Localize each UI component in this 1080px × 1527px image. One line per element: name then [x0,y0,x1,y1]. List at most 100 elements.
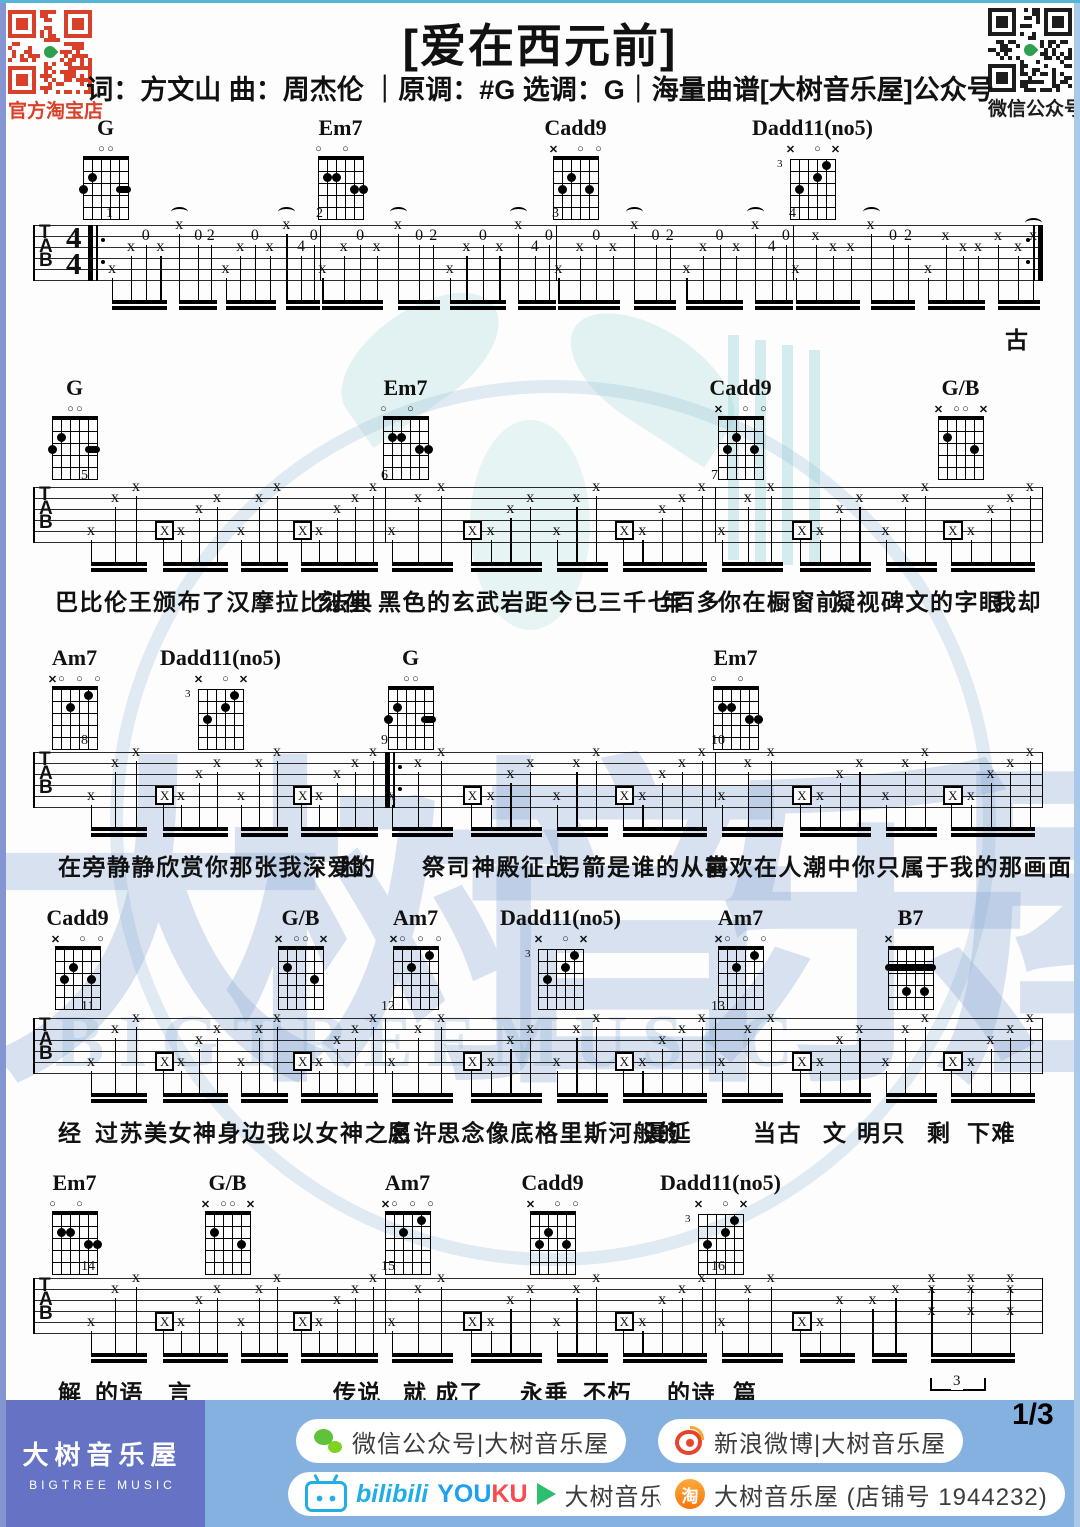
finger-dot [202,714,212,724]
chord-label: G/B [208,1170,247,1195]
measure-number: 5 [81,468,88,483]
tab-note: x [213,1280,221,1297]
chord-nut [552,155,599,160]
open-mute-marker: ○ [760,933,767,945]
fret-line [538,985,584,986]
note-stem [978,256,980,300]
tab-note: x [815,1053,824,1070]
note-stem [259,507,261,562]
percussive-hit: X [462,1312,483,1331]
note-stem [1010,1320,1012,1353]
note-stem [819,1331,822,1353]
lyric-segment: 明只 [857,1120,906,1146]
base-fret-label: 3 [185,688,191,700]
qr-finder [64,10,92,38]
open-mute-marker: ○ [315,143,322,155]
percussive-hit: X [293,786,313,805]
note-stem [951,805,953,827]
note-stem [622,1071,624,1093]
tab-clef-letter: B [39,777,53,798]
string-line [323,949,324,1009]
beam-bar [885,1093,937,1097]
note-stem [163,1331,165,1353]
string-line [232,1214,233,1274]
taobao-icon: 淘 [675,1479,705,1509]
tab-note: x [846,238,855,255]
fret-line [790,159,836,160]
repeat-start-thick [385,752,390,808]
string-line [421,1214,422,1274]
tab-note: x [678,489,686,506]
finger-dot [720,1227,730,1237]
note-stem [970,1320,973,1353]
note-stem [217,507,219,562]
staff-start-barline [33,752,35,808]
finger-dot [392,702,402,712]
note-stem [819,805,822,827]
string-line [406,689,407,749]
beam-bar [241,833,288,837]
tab-note: x [743,489,752,506]
chord-nut [712,685,759,690]
tab-note: x [1006,754,1015,771]
finger-dot [542,974,552,984]
fret-line [938,443,984,444]
fret-line [938,431,984,432]
fret-line [52,455,98,456]
string-line [736,419,737,479]
note-stem [355,1038,357,1093]
fret-line [52,1274,98,1275]
tab-note: x [213,489,221,506]
tab-note: x [592,1009,601,1026]
page-edge-right [1074,0,1080,1527]
page-edge-top [0,0,1080,3]
tab-note: x [387,1053,396,1070]
beam-bar [951,1099,1036,1103]
barline [320,225,321,281]
beam-bar [800,568,872,572]
tab-note: x [369,1269,377,1286]
chord-nut [382,415,429,420]
fret-line [530,1250,576,1251]
tab-note: x [445,260,454,277]
percussive-hit: X [293,1052,313,1071]
string-line [97,689,98,749]
finger-dot [56,432,66,442]
fret-line [393,997,439,998]
tab-note: x [638,1053,647,1070]
finger-dot [416,1215,426,1225]
tab-note: x [318,260,327,277]
note-stem [518,234,520,300]
chord-nut [392,945,439,950]
note-stem [596,761,598,827]
finger-dot [969,444,979,454]
chord-grid: ○ ○ [710,673,763,750]
staff-line [33,1051,1043,1052]
chord-grid: ✕ ○ ○ ○ [48,673,101,750]
open-mute-marker: ○ [409,1198,416,1210]
note-stem [181,805,183,827]
note-stem [771,256,773,300]
wechat-pill: 微信公众号|大树音乐屋 [296,1419,627,1463]
note-stem [622,805,624,827]
note-stem [490,805,492,827]
string-line [305,949,306,1009]
beam-bar [556,827,609,831]
open-mute-marker: ○ [49,1198,56,1210]
finger-dot [322,172,332,182]
beam-bar [872,1359,908,1363]
note-stem [662,518,664,562]
chord-label: Am7 [384,1170,431,1195]
finger-dot [566,172,576,182]
fret-line [52,1250,98,1251]
beam-bar [622,1359,708,1363]
barline [556,225,557,281]
beam-bar [518,306,556,310]
lyric-segment: 过苏美女神身边我以女神之名许 [95,1120,438,1146]
lyric-segment: 愿 [388,1120,413,1146]
tab-note: x [592,1269,601,1286]
tab-note: x [959,238,967,255]
note-stem [217,1038,219,1093]
